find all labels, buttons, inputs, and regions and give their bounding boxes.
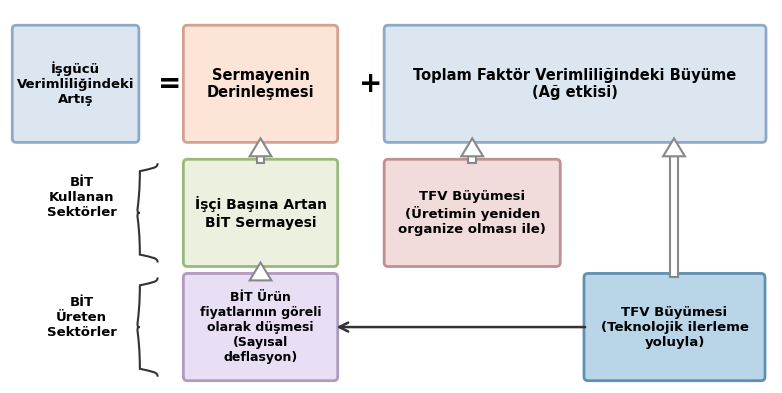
FancyBboxPatch shape (384, 25, 766, 142)
Text: TFV Büyümesi
(Üretimin yeniden
organize olması ile): TFV Büyümesi (Üretimin yeniden organize … (398, 190, 546, 235)
Text: BİT
Üreten
Sektörler: BİT Üreten Sektörler (47, 296, 117, 339)
Polygon shape (670, 156, 678, 277)
Text: BİT
Kullanan
Sektörler: BİT Kullanan Sektörler (47, 176, 117, 219)
Text: =: = (158, 70, 181, 98)
Text: +: + (359, 70, 382, 98)
Polygon shape (256, 277, 264, 280)
Polygon shape (663, 138, 685, 156)
Polygon shape (461, 138, 483, 156)
Polygon shape (256, 156, 264, 163)
FancyBboxPatch shape (13, 25, 139, 142)
Text: TFV Büyümesi
(Teknolojik ilerleme
yoluyla): TFV Büyümesi (Teknolojik ilerleme yoluyl… (601, 306, 748, 349)
FancyBboxPatch shape (384, 159, 560, 266)
FancyBboxPatch shape (183, 25, 338, 142)
Polygon shape (249, 138, 271, 156)
Text: BİT Ürün
fiyatlarının göreli
olarak düşmesi
(Sayısal
deflasyon): BİT Ürün fiyatlarının göreli olarak düşm… (199, 290, 321, 364)
FancyBboxPatch shape (183, 274, 338, 381)
Polygon shape (468, 156, 476, 163)
Text: İşgücü
Verimliliğindeki
Artış: İşgücü Verimliliğindeki Artış (16, 62, 135, 106)
FancyBboxPatch shape (183, 159, 338, 266)
FancyBboxPatch shape (584, 274, 765, 381)
Polygon shape (249, 263, 271, 280)
Text: Sermayenin
Derinleşmesi: Sermayenin Derinleşmesi (206, 68, 314, 100)
Text: Toplam Faktör Verimliliğindeki Büyüme
(Ağ etkisi): Toplam Faktör Verimliliğindeki Büyüme (A… (414, 68, 737, 100)
Text: İşçi Başına Artan
BİT Sermayesi: İşçi Başına Artan BİT Sermayesi (195, 196, 327, 230)
